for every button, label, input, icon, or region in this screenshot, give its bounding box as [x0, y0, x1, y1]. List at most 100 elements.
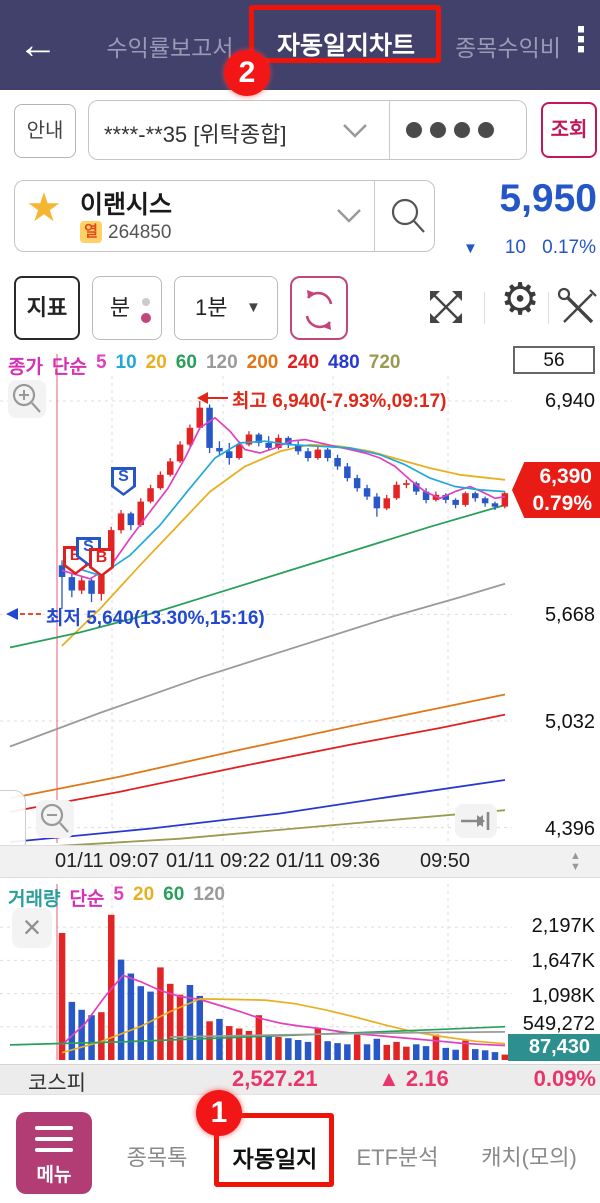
chevron-down-icon[interactable] — [336, 208, 362, 224]
legend-ma-type: 단순 — [69, 889, 105, 910]
candle-count-box: 56 — [513, 346, 595, 374]
goto-latest-icon[interactable] — [455, 804, 497, 838]
up-arrow: ▲ — [378, 1066, 400, 1091]
menu-button[interactable] — [16, 1112, 92, 1194]
time-axis-label: 09:50 — [420, 850, 471, 872]
search-icon[interactable] — [386, 194, 430, 238]
time-axis-label: 01/11 09:36 — [276, 850, 381, 872]
kospi-change-percent: 0.09% — [533, 1066, 596, 1091]
legend-period-120: 120 — [205, 352, 238, 373]
price-axis-label: 5,032 — [544, 711, 595, 733]
price-axis-label: 5,668 — [544, 604, 595, 626]
badge-percent: 0.79% — [532, 492, 592, 515]
legend-period-10: 10 — [115, 352, 137, 373]
nav-tab-auto-journal[interactable]: 자동일지 — [232, 1146, 318, 1172]
volume-axis-label: 1,098K — [531, 985, 595, 1007]
more-menu-icon[interactable]: ⋮ — [564, 21, 598, 59]
kospi-label: 코스피 — [28, 1072, 86, 1095]
volume-axis-label: 2,197K — [531, 915, 595, 937]
tab-stock-profit-ratio[interactable]: 종목수익비 — [455, 35, 561, 61]
badge-price: 6,390 — [539, 465, 592, 488]
time-axis-strip[interactable] — [0, 845, 600, 878]
legend-title: 종가 — [8, 357, 43, 378]
inquiry-button[interactable]: 조회 — [541, 102, 597, 158]
high-price-annotation: 최고 6,940(-7.93%,09:17) — [232, 391, 447, 412]
volume-axis-label: 1,647K — [531, 950, 595, 972]
header-bar: ← 수익률보고서 자동일지차트 종목수익비 ⋮ — [0, 0, 600, 90]
legend-period-5: 5 — [113, 884, 124, 905]
nav-tab-stock-talk[interactable]: 종목톡 — [126, 1145, 188, 1170]
zoom-out-icon[interactable] — [36, 800, 74, 838]
legend-period-20: 20 — [145, 352, 167, 373]
price-axis-label: 6,940 — [544, 390, 595, 412]
password-field[interactable] — [406, 122, 494, 138]
hamburger-icon — [35, 1148, 73, 1152]
axis-resize-handle[interactable]: ▲ ▼ — [570, 850, 581, 873]
low-price-annotation: 최저 5,640(13.30%,15:16) — [46, 608, 265, 629]
price-axis-label: 4,396 — [544, 818, 595, 840]
refresh-button[interactable] — [290, 276, 348, 340]
nav-tab-catch-mock[interactable]: 캐치(모의) — [481, 1145, 577, 1170]
legend-period-720: 720 — [368, 352, 401, 373]
divider — [374, 181, 375, 251]
stock-code: 264850 — [108, 222, 172, 243]
gear-icon[interactable]: ⚙ — [500, 275, 540, 324]
current-volume-badge: 87,430 — [508, 1034, 600, 1061]
legend-period-60: 60 — [163, 884, 185, 905]
minute-mode-button[interactable]: 분 — [92, 276, 162, 340]
price-ma-legend: 종가 단순 5 10 20 60 120 200 240 480 720 — [8, 352, 400, 379]
chevron-down-icon[interactable] — [342, 123, 368, 139]
price-volume-chart[interactable] — [0, 348, 600, 1060]
close-icon[interactable]: × — [12, 908, 52, 948]
legend-period-480: 480 — [328, 352, 360, 373]
legend-period-60: 60 — [175, 352, 197, 373]
tutorial-step-2-badge: 2 — [224, 50, 270, 96]
time-axis-label: 01/11 09:07 — [55, 850, 160, 872]
price-down-arrow: ▼ — [463, 240, 478, 257]
stock-name: 이랜시스 — [80, 191, 173, 219]
favorite-star-icon[interactable]: ★ — [26, 186, 62, 230]
guide-button[interactable]: 안내 — [14, 104, 76, 158]
period-dropdown[interactable]: 1분 — [174, 276, 278, 340]
tutorial-highlight-box-2 — [249, 5, 441, 63]
divider — [484, 292, 485, 324]
tutorial-highlight-box-1 — [214, 1113, 334, 1187]
kospi-value: 2,527.21 — [232, 1066, 318, 1091]
tab-profit-report[interactable]: 수익률보고서 — [106, 35, 234, 61]
legend-title: 거래량 — [8, 889, 61, 910]
account-select-box[interactable] — [88, 100, 527, 160]
nav-tab-etf-analysis[interactable]: ETF분석 — [356, 1145, 439, 1170]
hamburger-icon — [35, 1137, 73, 1141]
indicator-button[interactable]: 지표 — [14, 276, 80, 340]
legend-period-120: 120 — [193, 884, 225, 905]
tutorial-step-1-badge: 1 — [196, 1090, 242, 1136]
stock-select-box[interactable] — [14, 180, 435, 252]
volume-axis-label: 549,272 — [522, 1013, 595, 1035]
dot-indicator — [142, 298, 150, 306]
current-price-badge: 6,390 0.79% — [512, 462, 600, 518]
current-price: 5,950 — [499, 177, 597, 220]
caret-down-icon: ▼ — [246, 299, 261, 316]
tab-auto-journal-chart[interactable]: 자동일지차트 — [276, 32, 415, 60]
kospi-change: ▲ 2.16 — [378, 1066, 449, 1092]
fullscreen-icon[interactable] — [422, 283, 470, 331]
legend-period-240: 240 — [287, 352, 320, 373]
legend-ma-type: 단순 — [51, 357, 87, 378]
legend-period-20: 20 — [133, 884, 155, 905]
back-arrow-icon[interactable]: ← — [18, 23, 58, 67]
account-number-value: ****-**35 [위탁종합] — [104, 122, 287, 147]
tools-icon[interactable] — [556, 284, 600, 330]
volume-ma-legend: 거래량 단순 5 20 60 120 — [8, 884, 225, 911]
dot-indicator-active — [141, 313, 151, 323]
divider — [389, 101, 390, 159]
price-change-percent: 0.17% — [542, 237, 596, 258]
time-axis-label: 01/11 09:22 — [166, 850, 271, 872]
legend-period-200: 200 — [246, 352, 279, 373]
kospi-index-strip — [0, 1064, 600, 1094]
legend-period-5: 5 — [95, 352, 107, 373]
price-change: 10 — [504, 237, 526, 258]
zoom-in-icon[interactable] — [8, 380, 46, 418]
hamburger-icon — [35, 1126, 73, 1130]
menu-button-label: 메뉴 — [36, 1165, 72, 1186]
divider — [548, 292, 549, 324]
